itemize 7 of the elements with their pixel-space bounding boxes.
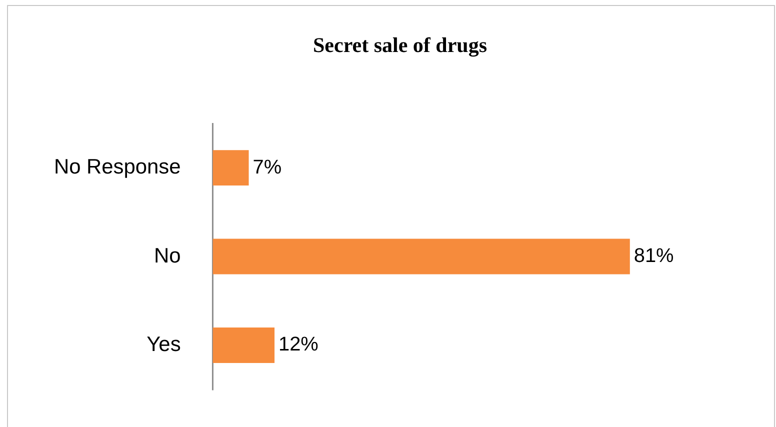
y-tick-label: Yes — [146, 333, 181, 356]
data-label: 7% — [252, 156, 282, 178]
y-tick-label: No — [154, 244, 181, 268]
y-tick-label: No Response — [54, 156, 181, 179]
data-label: 81% — [634, 245, 674, 268]
data-label: 12% — [278, 334, 318, 356]
chart-title: Secret sale of drugs — [312, 32, 488, 58]
